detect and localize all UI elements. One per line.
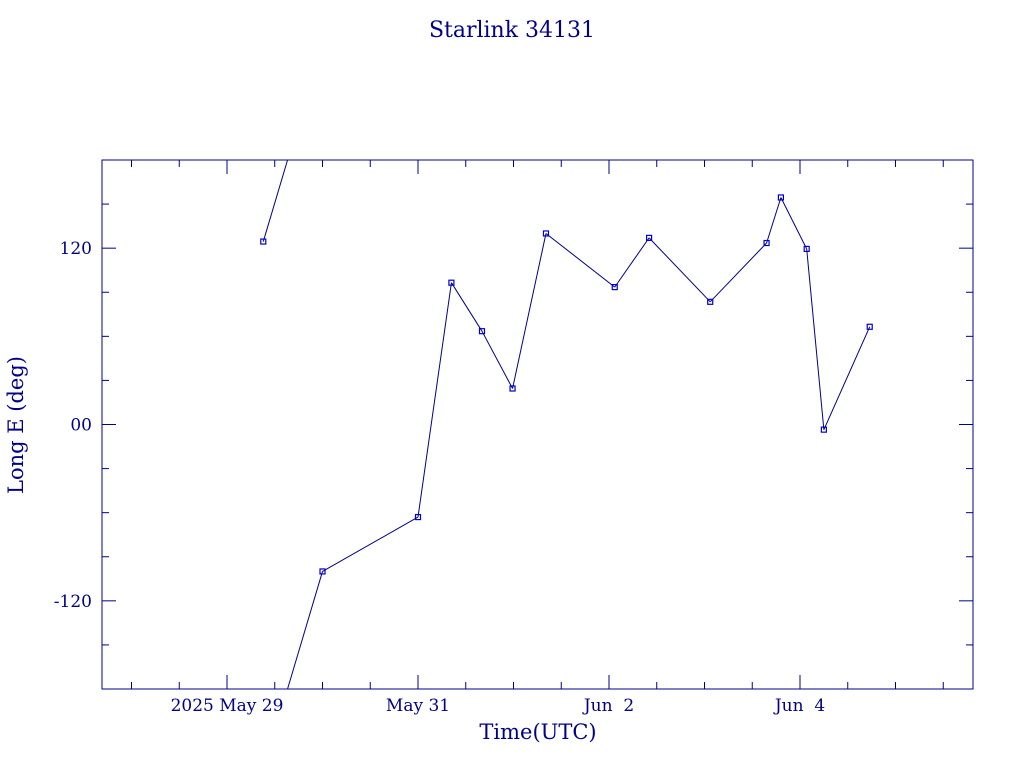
y-axis-label: Long E (deg) bbox=[4, 356, 28, 494]
series-line-segment bbox=[806, 248, 825, 430]
series-line-segment bbox=[780, 197, 808, 250]
series-line-segment bbox=[322, 516, 419, 572]
series-line-segment bbox=[648, 237, 711, 303]
data-point bbox=[866, 323, 873, 330]
series-line-segment bbox=[614, 237, 650, 288]
data-point bbox=[763, 239, 770, 247]
data-point bbox=[414, 513, 422, 521]
plot-frame bbox=[101, 159, 974, 690]
data-point bbox=[707, 298, 714, 305]
x-tick-label: Jun 2 bbox=[582, 696, 634, 716]
series-line-segment bbox=[481, 330, 513, 389]
chart-title: Starlink 34131 bbox=[429, 18, 595, 43]
data-point bbox=[646, 234, 653, 241]
data-point bbox=[542, 230, 550, 237]
series-line-segment bbox=[451, 282, 483, 332]
y-tick-label: 00 bbox=[70, 416, 92, 436]
axis-tick-labels: 2025 May 29 May 31 Jun 2 Jun 4 120 00 -120 bbox=[54, 239, 825, 716]
data-point bbox=[478, 328, 486, 335]
data-point bbox=[319, 568, 326, 575]
x-tick-label: May 31 bbox=[386, 696, 450, 716]
axis-ticks bbox=[102, 160, 973, 689]
y-tick-label: 120 bbox=[60, 239, 92, 259]
series-line-segment bbox=[417, 282, 452, 518]
series-line-segment bbox=[545, 233, 616, 288]
y-tick-label: -120 bbox=[54, 592, 92, 612]
series-line-segment bbox=[287, 571, 323, 689]
series-layer bbox=[260, 160, 873, 689]
series-line-segment bbox=[766, 197, 782, 244]
data-point bbox=[509, 385, 516, 392]
series-line-segment bbox=[709, 242, 767, 303]
series-line-segment bbox=[823, 326, 871, 430]
x-tick-label: Jun 4 bbox=[773, 696, 825, 716]
data-point bbox=[260, 238, 267, 245]
data-point bbox=[820, 426, 827, 433]
series-line-segment bbox=[512, 233, 547, 389]
x-tick-label: 2025 May 29 bbox=[171, 696, 284, 716]
series-line-segment bbox=[262, 160, 289, 242]
x-axis-label: Time(UTC) bbox=[479, 720, 596, 744]
data-point bbox=[448, 279, 455, 286]
data-point bbox=[611, 284, 618, 291]
data-point bbox=[803, 245, 810, 253]
data-point bbox=[777, 194, 785, 201]
